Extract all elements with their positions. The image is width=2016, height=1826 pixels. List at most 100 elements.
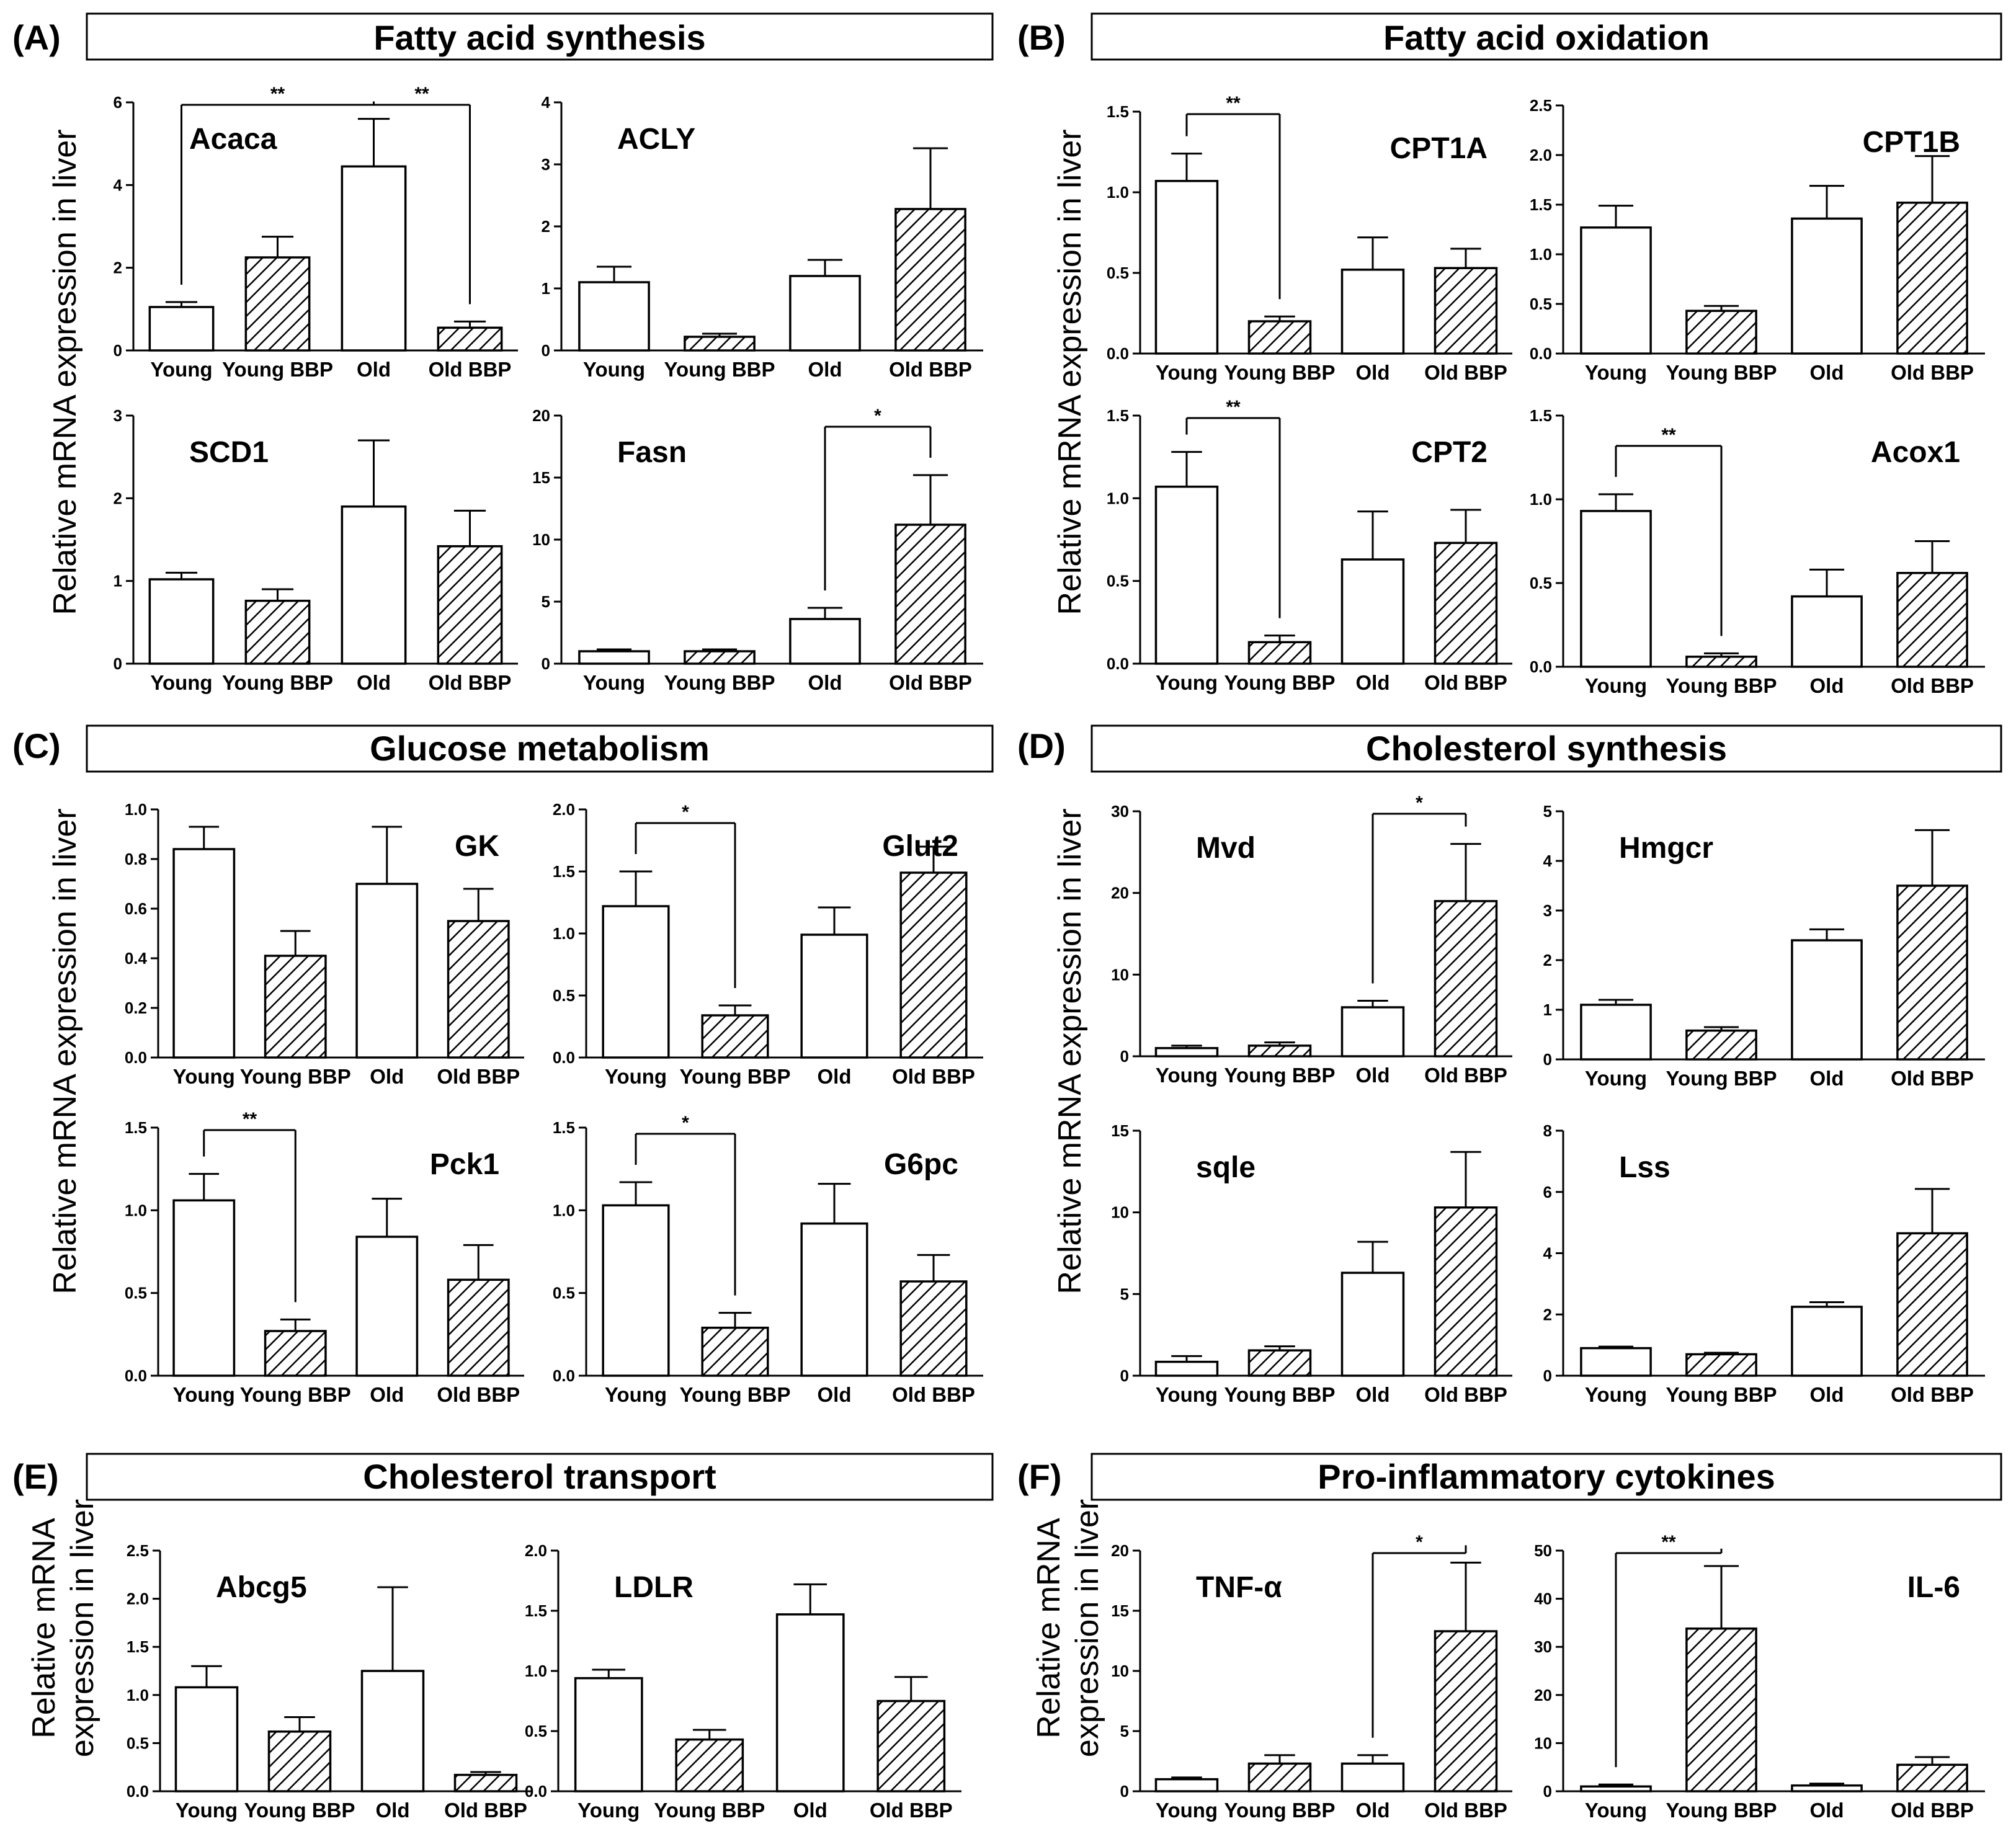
y-tick-label: 1.0 (127, 1686, 149, 1704)
significance-label: ** (270, 84, 285, 104)
bar-young-bbp (1685, 656, 1757, 668)
bar-old-bbp (1896, 1232, 1968, 1377)
x-tick-label: Old BBP (892, 1383, 975, 1406)
bar-old-bbp (1434, 267, 1498, 355)
y-tick-label: 0 (1543, 1782, 1552, 1801)
significance-bracket: * (1372, 793, 1467, 984)
bar-young (1154, 1047, 1219, 1058)
x-tick-label: Young (176, 1799, 238, 1822)
y-tick-label: 2 (114, 259, 122, 277)
significance-bracket: ** (1615, 1532, 1723, 1768)
x-tick-label: Old BBP (1424, 1799, 1507, 1822)
x-tick-label: Old BBP (870, 1799, 953, 1822)
bar-young (148, 578, 215, 665)
bar-old (1791, 217, 1863, 355)
x-tick-label: Old (1810, 361, 1844, 384)
y-tick-label: 2 (542, 217, 550, 236)
bar-old (789, 275, 861, 352)
x-tick-label: Old (818, 1065, 852, 1088)
x-tick-label: Young BBP (244, 1799, 355, 1822)
x-tick-label: Young (1585, 1383, 1647, 1406)
bar-young-bbp (1685, 1627, 1757, 1793)
bar-young (602, 905, 670, 1059)
x-tick-label: Young (150, 671, 212, 694)
y-tick-label: 15 (1111, 1601, 1129, 1620)
bar-young (1580, 1004, 1652, 1061)
bar-old (775, 1613, 845, 1793)
significance-label: ** (1661, 1532, 1676, 1552)
bar-old-bbp (447, 920, 510, 1059)
x-tick-label: Young BBP (240, 1065, 351, 1088)
y-tick-label: 0 (542, 654, 550, 673)
bar-old (341, 165, 407, 352)
x-tick-label: Old (357, 358, 391, 381)
y-tick-label: 2.5 (1530, 96, 1552, 115)
chart-glut2: 0.0 0.5 1.0 1.5 2.0 Young Young BBP Old Old BBP G… (553, 800, 983, 1088)
y-tick-label: 1.5 (553, 1118, 575, 1137)
y-tick-label: 20 (1111, 884, 1129, 902)
significance-bracket: ** (1185, 397, 1281, 618)
y-tick-label: 30 (1111, 802, 1129, 821)
bar-old-bbp (1434, 1630, 1498, 1793)
chart-cpt1a: 0.0 0.5 1.0 1.5 Young Young BBP Old Old BBP CPT1… (1107, 93, 1512, 384)
y-tick-label: 10 (1534, 1734, 1552, 1752)
y-tick-label: 0 (114, 341, 122, 360)
significance-bracket: ** (1185, 93, 1281, 300)
x-tick-label: Young (1585, 1067, 1647, 1090)
gene-title: sqle (1196, 1151, 1256, 1184)
bar-old-bbp (1896, 1763, 1968, 1793)
chart-il-6: 0 10 20 30 40 50 Young Young BBP Old Old BBP IL-6 *… (1534, 1532, 1985, 1822)
y-tick-label: 0.5 (1530, 295, 1552, 313)
y-tick-label: 0.0 (553, 1048, 575, 1067)
x-tick-label: Young (173, 1065, 235, 1088)
bar-old-bbp (453, 1773, 518, 1793)
y-tick-label: 0.8 (125, 850, 147, 868)
chart-scd1: 0 1 2 3 Young Young BBP Old Old BBP SCD1 (114, 406, 518, 694)
y-tick-label: 0.5 (1107, 572, 1129, 590)
y-tick-label: 1.0 (553, 924, 575, 943)
bar-old (1340, 1762, 1405, 1793)
x-tick-label: Old BBP (1891, 361, 1974, 384)
y-tick-label: 5 (1120, 1722, 1129, 1740)
ylabel-a: Relative mRNA expression in liver (47, 129, 83, 615)
x-tick-label: Old (370, 1383, 404, 1406)
x-tick-label: Old BBP (1891, 1067, 1974, 1090)
y-tick-label: 4 (1543, 852, 1553, 870)
bar-young (1154, 485, 1219, 665)
y-tick-label: 0.6 (125, 899, 147, 918)
y-tick-label: 1.0 (553, 1201, 575, 1219)
y-tick-label: 1.5 (125, 1118, 147, 1137)
bar-young-bbp (264, 955, 327, 1059)
x-tick-label: Old BBP (1424, 1064, 1507, 1087)
bar-young-bbp (684, 650, 756, 665)
x-tick-label: Old (1356, 1383, 1390, 1406)
bar-old (1791, 1784, 1863, 1793)
significance-bracket: * (635, 1113, 736, 1296)
bar-old (1340, 269, 1405, 355)
y-tick-label: 1.0 (1530, 245, 1552, 264)
gene-title: GK (455, 830, 499, 863)
section-title-box-d (1091, 724, 2002, 773)
chart-cpt1b: 0.0 0.5 1.0 1.5 2.0 2.5 Young Young BBP Old Old B… (1530, 96, 1985, 384)
y-tick-label: 5 (542, 592, 550, 611)
x-tick-label: Young BBP (1224, 671, 1335, 694)
bar-old (800, 1222, 868, 1377)
x-tick-label: Old (1356, 1799, 1390, 1822)
significance-bracket: * (635, 802, 736, 988)
x-tick-label: Old BBP (1891, 1799, 1974, 1822)
x-tick-label: Young (1156, 1799, 1218, 1822)
section-title-a: Fatty acid synthesis (373, 18, 705, 57)
section-title-c: Glucose metabolism (370, 729, 710, 768)
x-tick-label: Old (1356, 1064, 1390, 1087)
panel-letter-a: (A) (12, 18, 61, 57)
y-tick-label: 0.0 (1107, 654, 1129, 673)
y-tick-label: 6 (1543, 1183, 1552, 1201)
bar-old-bbp (437, 545, 503, 665)
x-tick-label: Old (808, 671, 842, 694)
x-tick-label: Young BBP (1666, 674, 1777, 697)
bar-young (174, 1686, 239, 1793)
x-tick-label: Old (1356, 671, 1390, 694)
gene-title: Acox1 (1871, 436, 1960, 469)
x-tick-label: Old (808, 358, 842, 381)
chart-ldlr: 0.0 0.5 1.0 1.5 2.0 Young Young BBP Old Old BBP L… (525, 1541, 961, 1822)
